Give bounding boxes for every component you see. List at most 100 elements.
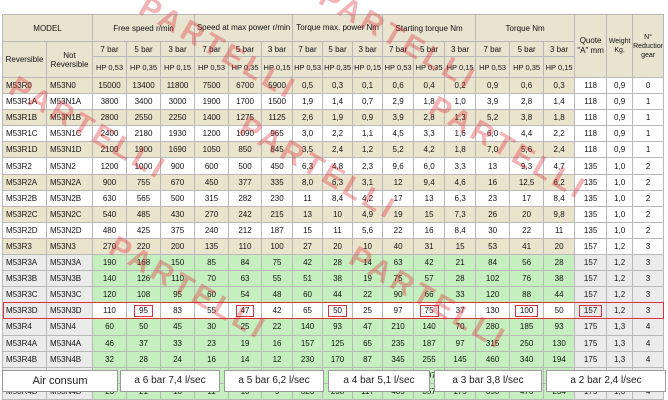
reversible-model-cell: M53R4B	[2, 350, 47, 368]
value-cell: 13400	[126, 76, 162, 95]
value-cell: 3800	[92, 93, 128, 111]
hp-header: HP 0,35	[509, 56, 545, 78]
hp-header: HP 0,35	[126, 56, 162, 78]
value-cell: 1,2	[606, 237, 634, 256]
not-reversible-model-cell: M53N2	[45, 157, 94, 175]
value-cell: 26	[475, 205, 511, 223]
value-cell: 6,0	[413, 157, 446, 175]
not-reversible-model-cell: M53N3	[45, 237, 94, 256]
highlighted-value: 47	[235, 304, 255, 317]
value-cell: 60	[194, 286, 230, 304]
reversible-model-cell: M53R2D	[2, 221, 47, 239]
value-cell: 3,5	[292, 141, 324, 159]
pressure-header: 3 bar	[444, 41, 477, 57]
value-cell: 55	[194, 302, 230, 320]
value-cell: 1	[632, 141, 665, 159]
value-cell: 6700	[228, 76, 263, 95]
value-cell: 135	[574, 173, 608, 191]
pressure-header: 7 bar	[475, 41, 511, 57]
reversible-model-cell: M53R1D	[2, 141, 47, 159]
value-cell: 377	[228, 173, 263, 191]
not-reversible-model-cell: M53N2A	[45, 173, 94, 191]
air-consum-5bar: a 5 bar 6,2 l/sec	[224, 370, 324, 392]
value-cell: 7500	[194, 76, 230, 95]
value-cell: 4	[632, 318, 665, 336]
value-cell: 215	[261, 205, 294, 223]
value-cell: 85	[194, 254, 230, 272]
speed-at-max-header: Speed at max power r/min	[194, 14, 294, 42]
value-cell: 28	[322, 254, 354, 272]
hp-header: HP 0,53	[475, 56, 511, 78]
value-cell: 8,4	[543, 189, 576, 207]
value-cell: 5,6	[352, 221, 384, 239]
value-cell: 45	[160, 318, 196, 336]
value-cell: 7,0	[475, 141, 511, 159]
not-reversible-model-cell: M53N1D	[45, 141, 94, 159]
value-cell: 1400	[194, 109, 230, 127]
pressure-header: 5 bar	[228, 41, 263, 57]
air-consum-label: Air consum	[2, 370, 118, 392]
value-cell: 28	[126, 350, 162, 368]
value-cell: 1,9	[322, 109, 354, 127]
value-cell: 1900	[194, 93, 230, 111]
value-cell: 2,8	[509, 93, 545, 111]
value-cell: 88	[509, 286, 545, 304]
pressure-header: 5 bar	[509, 41, 545, 57]
hp-header: HP 0,53	[292, 56, 324, 78]
value-cell: 235	[382, 334, 415, 352]
value-cell: 480	[92, 221, 128, 239]
table-row: M53R2D M53N2D 480 425 375 240 212 187 15 11 5,6 22 1…	[2, 221, 665, 239]
value-cell: 6,2	[543, 173, 576, 191]
highlighted-value: 50	[328, 304, 347, 317]
value-cell: 118	[574, 109, 608, 127]
value-cell: 0,7	[352, 93, 384, 111]
value-cell: 1,4	[543, 93, 576, 111]
hp-header: HP 0,53	[92, 56, 128, 78]
value-cell: 450	[194, 173, 230, 191]
value-cell: 4,8	[322, 157, 354, 175]
value-cell: 19	[382, 205, 415, 223]
table-row: M53R3B M53N3B 140 126 110 70 63 55 51 38 19 75 57 28 1…	[2, 270, 665, 288]
value-cell: 0,5	[292, 76, 324, 95]
value-cell: 4	[632, 350, 665, 368]
value-cell: 240	[194, 221, 230, 239]
value-cell: 70	[444, 318, 477, 336]
value-cell: 8,0	[292, 173, 324, 191]
value-cell: 485	[126, 205, 162, 223]
value-cell: 270	[92, 237, 128, 256]
value-cell: 1700	[228, 93, 263, 111]
value-cell: 230	[261, 189, 294, 207]
value-cell: 100	[509, 302, 545, 320]
not-reversible-model-cell: M53N2D	[45, 221, 94, 239]
value-cell: 14	[352, 254, 384, 272]
value-cell: 19	[228, 334, 263, 352]
value-cell: 84	[228, 254, 263, 272]
value-cell: 335	[261, 173, 294, 191]
value-cell: 1,6	[444, 125, 477, 143]
value-cell: 9,3	[509, 157, 545, 175]
value-cell: 565	[126, 189, 162, 207]
value-cell: 6,3	[322, 173, 354, 191]
not-reversible-header: Not Reversible	[45, 41, 94, 78]
value-cell: 194	[543, 350, 576, 368]
table-row: M53R2A M53N2A 900 755 670 450 377 335 8,0 6,3 3,1 1…	[2, 173, 665, 191]
value-cell: 175	[574, 334, 608, 352]
value-cell: 5,6	[509, 141, 545, 159]
value-cell: 4,2	[352, 189, 384, 207]
reversible-model-cell: M53R0	[2, 76, 47, 95]
value-cell: 102	[475, 270, 511, 288]
value-cell: 282	[228, 189, 263, 207]
value-cell: 1,0	[606, 157, 634, 175]
value-cell: 4,6	[444, 173, 477, 191]
value-cell: 42	[292, 254, 324, 272]
table-row: M53R3A M53N3A 190 168 150 85 84 75 42 28 14 63 42 21 8…	[2, 254, 665, 272]
value-cell: 3,3	[444, 157, 477, 175]
value-cell: 135	[574, 157, 608, 175]
value-cell: 42	[413, 254, 446, 272]
value-cell: 108	[126, 286, 162, 304]
value-cell: 0,3	[543, 76, 576, 95]
value-cell: 70	[194, 270, 230, 288]
value-cell: 2	[632, 157, 665, 175]
value-cell: 2100	[92, 141, 128, 159]
value-cell: 0,9	[606, 93, 634, 111]
